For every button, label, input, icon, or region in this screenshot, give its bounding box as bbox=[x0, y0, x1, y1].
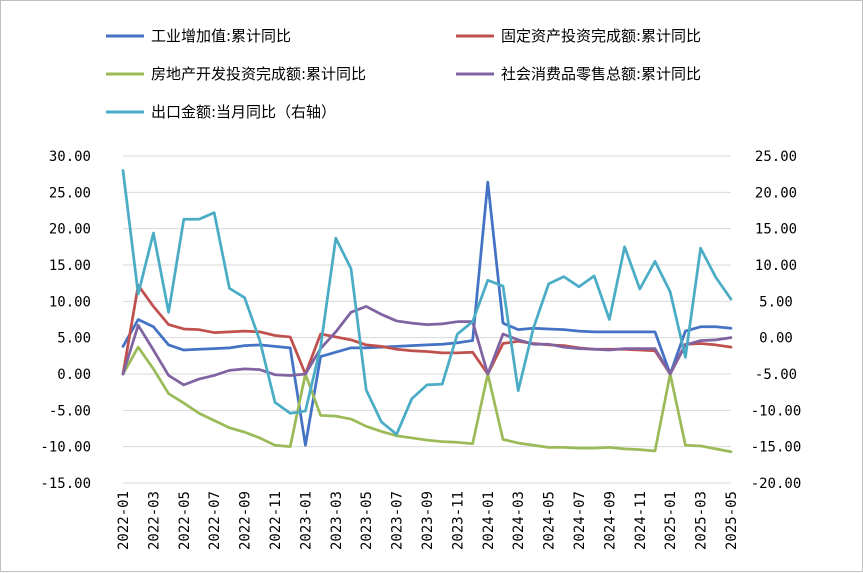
x-tick-label: 2022-11 bbox=[268, 491, 284, 550]
left-tick-label: 25.00 bbox=[49, 185, 91, 201]
left-axis-ticks: -15.00 -10.00 -5.00 0.00 5.00 10.00 15.00 20.00… bbox=[40, 149, 91, 492]
left-tick-label: 20.00 bbox=[49, 222, 91, 238]
legend-label: 工业增加值:累计同比 bbox=[151, 27, 291, 45]
legend-label: 房地产开发投资完成额:累计同比 bbox=[151, 65, 366, 83]
left-tick-label: -10.00 bbox=[40, 440, 91, 456]
x-tick-label: 2023-07 bbox=[390, 491, 406, 550]
series-line-5 bbox=[121, 169, 733, 436]
x-tick-label: 2024-03 bbox=[511, 491, 527, 550]
series-line-3 bbox=[121, 345, 733, 454]
legend-label: 社会消费品零售总额:累计同比 bbox=[501, 65, 701, 83]
right-tick-label: 5.00 bbox=[759, 294, 793, 310]
left-tick-label: -15.00 bbox=[40, 476, 91, 492]
right-tick-label: 20.00 bbox=[755, 185, 797, 201]
left-tick-label: 30.00 bbox=[49, 149, 91, 165]
series-lines bbox=[121, 169, 733, 454]
x-tick-label: 2023-11 bbox=[450, 491, 466, 550]
right-tick-label: 10.00 bbox=[755, 258, 797, 274]
x-tick-label: 2024-05 bbox=[542, 491, 558, 550]
series-line-2 bbox=[121, 283, 733, 376]
x-tick-label: 2023-01 bbox=[298, 491, 314, 550]
x-tick-label: 2022-03 bbox=[146, 491, 162, 550]
left-tick-label: 15.00 bbox=[49, 258, 91, 274]
left-tick-label: -5.00 bbox=[49, 403, 91, 419]
right-tick-label: 25.00 bbox=[755, 149, 797, 165]
left-tick-label: 0.00 bbox=[57, 367, 91, 383]
right-tick-label: -20.00 bbox=[751, 476, 802, 492]
left-tick-label: 5.00 bbox=[57, 331, 91, 347]
left-tick-label: 10.00 bbox=[49, 294, 91, 310]
legend-label: 出口金额:当月同比（右轴） bbox=[151, 103, 336, 121]
x-tick-label: 2022-05 bbox=[177, 491, 193, 550]
x-tick-label: 2024-07 bbox=[572, 491, 588, 550]
x-tick-label: 2025-03 bbox=[694, 491, 710, 550]
x-tick-label: 2024-01 bbox=[481, 491, 497, 550]
x-tick-label: 2022-01 bbox=[116, 491, 132, 550]
x-tick-label: 2022-09 bbox=[238, 491, 254, 550]
legend-label: 固定资产投资完成额:累计同比 bbox=[501, 27, 701, 45]
right-tick-label: -10.00 bbox=[751, 403, 802, 419]
right-tick-label: 15.00 bbox=[755, 222, 797, 238]
x-tick-label: 2023-05 bbox=[359, 491, 375, 550]
x-tick-label: 2023-09 bbox=[420, 491, 436, 550]
right-tick-label: -15.00 bbox=[751, 440, 802, 456]
x-tick-label: 2024-09 bbox=[602, 491, 618, 550]
x-tick-label: 2025-01 bbox=[663, 491, 679, 550]
x-tick-label: 2025-05 bbox=[724, 491, 740, 550]
x-axis-ticks: 2022-01 2022-03 2022-05 2022-07 2022-09 2022-… bbox=[116, 491, 740, 550]
series-line-4 bbox=[121, 305, 733, 387]
series-line-1 bbox=[121, 180, 733, 447]
x-tick-label: 2022-07 bbox=[207, 491, 223, 550]
right-tick-label: -5.00 bbox=[755, 367, 797, 383]
x-tick-label: 2024-11 bbox=[633, 491, 649, 550]
right-axis-ticks: -20.00 -15.00 -10.00 -5.00 0.00 5.00 10.00 15.0… bbox=[751, 149, 802, 492]
right-tick-label: 0.00 bbox=[759, 331, 793, 347]
x-tick-label: 2023-03 bbox=[329, 491, 345, 550]
grid-lines bbox=[123, 155, 731, 484]
